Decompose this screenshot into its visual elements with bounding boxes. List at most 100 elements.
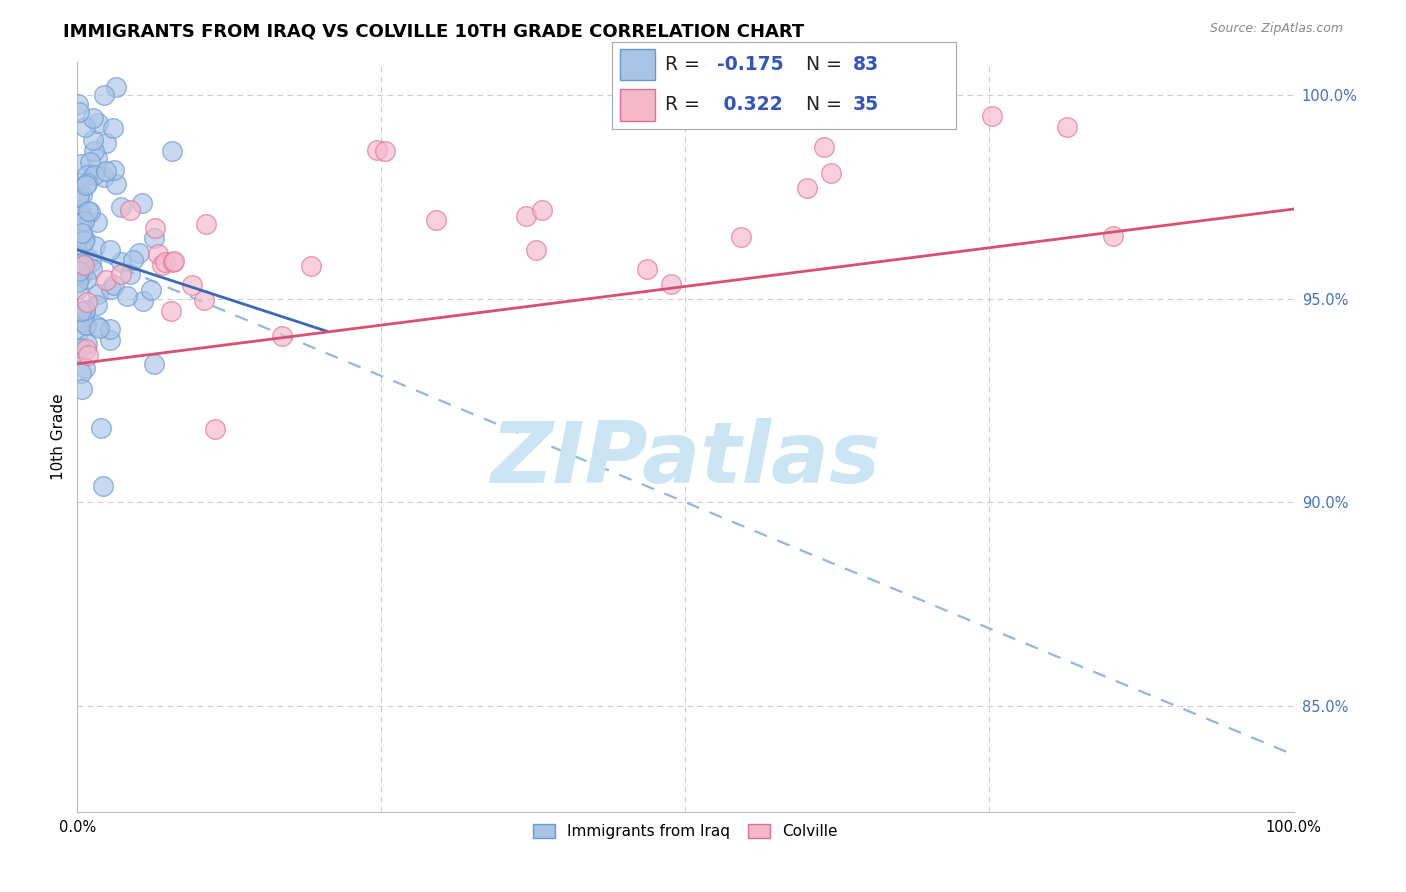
Point xyxy=(87,321,110,335)
Point xyxy=(148,246,170,260)
Text: ZIPatlas: ZIPatlas xyxy=(491,418,880,501)
Point xyxy=(120,203,142,218)
Point xyxy=(73,302,96,317)
Point xyxy=(162,255,184,269)
Point xyxy=(143,231,166,245)
Point xyxy=(73,258,96,272)
Point xyxy=(79,204,101,219)
Point xyxy=(204,422,226,436)
FancyBboxPatch shape xyxy=(620,49,655,80)
Point xyxy=(69,258,91,272)
Point xyxy=(103,278,125,293)
Point xyxy=(87,286,110,301)
Point xyxy=(103,162,125,177)
Point xyxy=(75,120,97,134)
Point xyxy=(524,243,547,257)
Point xyxy=(67,324,90,338)
Point xyxy=(980,109,1002,123)
Text: R =: R = xyxy=(665,54,706,74)
Point xyxy=(425,212,447,227)
Point xyxy=(87,116,110,130)
Text: 0.322: 0.322 xyxy=(717,95,782,114)
Point xyxy=(131,196,153,211)
Point xyxy=(271,328,294,343)
Text: IMMIGRANTS FROM IRAQ VS COLVILLE 10TH GRADE CORRELATION CHART: IMMIGRANTS FROM IRAQ VS COLVILLE 10TH GR… xyxy=(63,22,804,40)
Point xyxy=(366,143,388,157)
Legend: Immigrants from Iraq, Colville: Immigrants from Iraq, Colville xyxy=(527,818,844,846)
Point xyxy=(75,178,97,193)
Point xyxy=(162,254,184,268)
Point xyxy=(67,202,90,217)
Point xyxy=(128,246,150,260)
Point xyxy=(96,136,118,151)
Point xyxy=(86,152,108,166)
Point xyxy=(70,205,93,219)
Point xyxy=(98,322,121,336)
Point xyxy=(70,255,93,269)
Point xyxy=(98,333,121,347)
Point xyxy=(79,154,101,169)
Point xyxy=(132,293,155,308)
Point xyxy=(72,315,94,329)
Point xyxy=(101,120,124,135)
Point xyxy=(159,304,181,318)
Point xyxy=(69,341,91,355)
Text: N =: N = xyxy=(806,54,848,74)
Point xyxy=(70,237,93,252)
Point xyxy=(67,264,90,278)
Point xyxy=(659,277,682,292)
Text: N =: N = xyxy=(806,95,848,114)
Point xyxy=(79,255,101,269)
Text: R =: R = xyxy=(665,95,706,114)
Point xyxy=(1056,120,1078,134)
Point xyxy=(73,232,96,246)
Point xyxy=(66,96,89,111)
Point xyxy=(75,360,97,375)
Point xyxy=(105,79,128,94)
Point xyxy=(122,252,145,267)
Point xyxy=(299,259,322,273)
Point xyxy=(93,88,115,103)
Point xyxy=(160,144,183,158)
Point xyxy=(100,282,122,296)
Point xyxy=(139,283,162,297)
Point xyxy=(86,297,108,311)
Point xyxy=(67,188,90,202)
Point xyxy=(90,421,112,435)
Point xyxy=(86,319,108,334)
Text: Source: ZipAtlas.com: Source: ZipAtlas.com xyxy=(1209,22,1343,36)
Point xyxy=(73,214,96,228)
Point xyxy=(93,170,115,185)
Point xyxy=(76,176,98,190)
Point xyxy=(143,221,166,235)
Point xyxy=(104,178,127,192)
Point xyxy=(76,295,98,310)
Point xyxy=(83,144,105,158)
Point xyxy=(69,303,91,318)
Point xyxy=(70,382,93,396)
Point xyxy=(98,243,121,257)
Point xyxy=(70,187,93,202)
Point xyxy=(75,318,97,333)
Point xyxy=(374,144,396,158)
Point xyxy=(730,230,752,244)
Point xyxy=(70,157,93,171)
Point xyxy=(118,267,141,281)
Point xyxy=(76,251,98,265)
Point xyxy=(1102,229,1125,244)
Point xyxy=(77,204,100,219)
Point xyxy=(70,217,93,231)
Point xyxy=(69,366,91,380)
Point xyxy=(193,293,215,308)
Point xyxy=(75,342,97,356)
Point xyxy=(96,273,118,287)
Point xyxy=(91,478,114,492)
Point xyxy=(86,215,108,229)
Point xyxy=(76,168,98,182)
Point xyxy=(636,261,658,276)
Point xyxy=(194,217,217,231)
Point xyxy=(66,275,89,289)
Point xyxy=(530,203,553,218)
Point xyxy=(70,226,93,240)
Text: 35: 35 xyxy=(852,95,879,114)
